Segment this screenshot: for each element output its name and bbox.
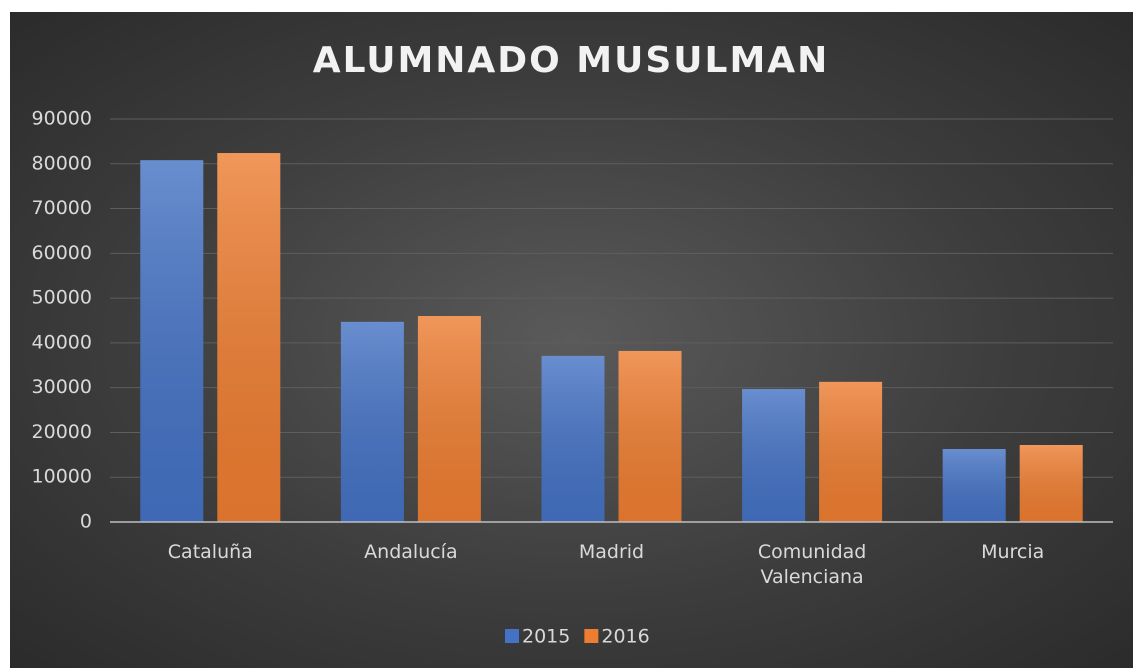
x-tick-label: Madrid: [578, 541, 645, 563]
chart-area: ALUMNADO MUSULMAN 0 10000 20000 30000 40000 5…: [10, 12, 1133, 668]
x-tick-label: Murcia: [981, 541, 1045, 563]
y-tick-label: 50000: [32, 287, 92, 309]
y-tick-label: 60000: [32, 242, 92, 264]
bar-shine: [942, 449, 1006, 522]
bar-shine: [618, 350, 682, 522]
bar-shine: [1019, 444, 1083, 522]
chart-title: ALUMNADO MUSULMAN: [313, 40, 830, 81]
y-tick-label: 30000: [32, 376, 92, 398]
bar-shine: [819, 381, 883, 522]
bar-shine: [742, 389, 806, 522]
legend-label: 2016: [601, 626, 649, 648]
bar-shine: [417, 316, 481, 522]
y-tick-label: 10000: [32, 466, 92, 488]
legend-swatch: [584, 629, 599, 643]
bar-shine: [140, 160, 204, 522]
legend-swatch: [505, 629, 519, 643]
x-tick-label: Cataluña: [167, 541, 253, 563]
y-tick-label: 70000: [32, 197, 92, 219]
bar-shine: [340, 321, 404, 522]
x-tick-label: Comunidad Valenciana: [757, 541, 867, 588]
bar-shine: [541, 355, 605, 522]
bar-shine: [217, 153, 281, 522]
legend-label: 2015: [522, 626, 570, 648]
y-tick-label: 80000: [32, 152, 92, 174]
y-tick-label: 0: [80, 511, 92, 533]
x-tick-label: Andalucía: [364, 541, 458, 563]
y-tick-label: 40000: [32, 331, 92, 353]
y-tick-label: 20000: [32, 421, 92, 443]
y-tick-label: 90000: [32, 108, 92, 130]
chart: ALUMNADO MUSULMAN 0 10000 20000 30000 40000 5…: [32, 40, 1113, 648]
